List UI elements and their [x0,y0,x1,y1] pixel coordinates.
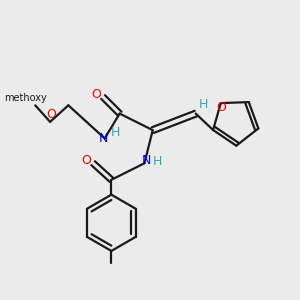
Text: H: H [152,155,162,168]
Text: H: H [111,126,120,139]
Text: N: N [98,132,108,145]
Text: methoxy: methoxy [4,93,47,103]
Text: O: O [46,108,56,121]
Text: O: O [92,88,101,101]
Text: O: O [81,154,91,167]
Text: O: O [216,100,226,114]
Text: N: N [141,154,151,167]
Text: H: H [198,98,208,111]
